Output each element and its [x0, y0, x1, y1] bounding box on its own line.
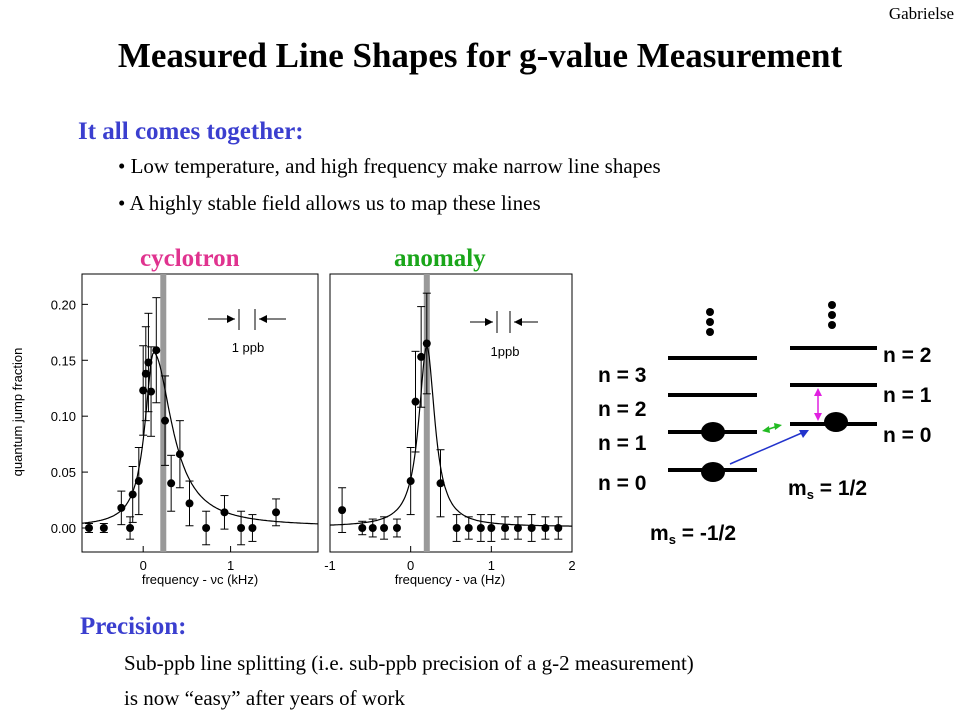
electron-marker: [701, 462, 725, 482]
data-point: [152, 346, 161, 355]
level-label: n = 0: [883, 424, 931, 447]
x-tick-label: 2: [568, 558, 575, 573]
bullet-item: • Low temperature, and high frequency ma…: [118, 154, 661, 178]
data-point: [117, 503, 126, 512]
level-label: n = 0: [598, 472, 646, 495]
data-point: [144, 358, 153, 367]
y-tick-label: 0.05: [51, 465, 76, 480]
x-tick-label: 1: [488, 558, 495, 573]
data-point: [487, 524, 496, 532]
y-axis-label: quantum jump fraction: [10, 348, 25, 477]
bullet-item: • A highly stable field allows us to map…: [118, 191, 541, 215]
fit-curve: [329, 344, 572, 527]
line-shape-plots: quantum jump fraction frequency - νc (kH…: [10, 273, 576, 587]
scale-label: 1ppb: [491, 344, 520, 359]
magenta-arrow: [814, 388, 822, 421]
page-title: Measured Line Shapes for g-value Measure…: [117, 36, 843, 75]
data-point: [417, 352, 426, 361]
x-tick-label: 0: [140, 558, 147, 573]
data-point: [147, 387, 156, 396]
center-marker: [423, 274, 430, 552]
electron-marker: [701, 422, 725, 442]
x-tick-label: 0: [407, 558, 414, 573]
data-point: [220, 508, 229, 517]
data-point: [167, 479, 176, 488]
spin-label-left: ms = -1/2: [650, 522, 736, 547]
right-dots: [828, 301, 836, 329]
anomaly-label: anomaly: [394, 245, 486, 272]
energy-level-diagram: n = 3 n = 2 n = 1 n = 0 n = 2 n = 1 n = …: [598, 301, 932, 547]
x-axis-label: frequency - νc (kHz): [142, 572, 258, 587]
data-point: [338, 506, 347, 515]
data-point: [248, 524, 257, 532]
plot-frame: [329, 273, 573, 553]
data-point: [554, 524, 563, 532]
spin-label-right: ms = 1/2: [788, 477, 867, 502]
data-point: [237, 524, 246, 532]
level-label: n = 1: [883, 384, 932, 407]
y-tick-label: 0.10: [51, 409, 76, 424]
data-point: [202, 524, 211, 532]
y-tick-label: 0.15: [51, 353, 76, 368]
data-point: [436, 479, 445, 488]
plot-frame: [81, 273, 319, 553]
fit-curve: [81, 351, 319, 525]
precision-text: is now “easy” after years of work: [124, 686, 406, 710]
level-label: n = 2: [598, 398, 646, 421]
data-point: [527, 524, 536, 532]
level-label: n = 1: [598, 432, 647, 455]
data-point: [406, 477, 415, 486]
data-point: [99, 524, 108, 532]
x-axis-label: frequency - νa (Hz): [395, 572, 506, 587]
data-point: [392, 524, 401, 532]
data-point: [272, 508, 281, 517]
data-point: [134, 477, 143, 486]
scale-label: 1 ppb: [232, 340, 265, 355]
left-dots: [706, 308, 714, 336]
data-point: [128, 490, 137, 499]
together-heading: It all comes together:: [78, 118, 304, 145]
data-point: [368, 524, 377, 532]
scale-bar: 1ppb: [470, 311, 538, 359]
scale-bar: 1 ppb: [208, 309, 286, 355]
level-label: n = 3: [598, 364, 646, 387]
data-point: [84, 524, 93, 532]
data-point: [411, 397, 420, 406]
data-point: [141, 369, 150, 378]
green-arrow: [762, 423, 782, 433]
center-marker: [160, 274, 167, 552]
blue-arrow: [729, 430, 809, 465]
data-point: [358, 524, 367, 532]
data-point: [185, 499, 194, 508]
electron-marker: [824, 412, 848, 432]
data-point: [422, 339, 431, 348]
data-point: [513, 524, 522, 532]
data-point: [452, 524, 461, 532]
x-tick-label: -1: [324, 558, 336, 573]
author-label: Gabrielse: [888, 4, 954, 23]
data-point: [464, 524, 473, 532]
data-point: [380, 524, 389, 532]
data-point: [139, 386, 148, 395]
data-point: [501, 524, 510, 532]
data-point: [476, 524, 485, 532]
level-label: n = 2: [883, 344, 931, 367]
precision-heading: Precision:: [80, 613, 187, 640]
y-tick-label: 0.20: [51, 297, 76, 312]
anomaly-plot: frequency - νa (Hz) 1ppb -1 0 1 2: [324, 273, 576, 587]
data-point: [541, 524, 550, 532]
data-point: [126, 524, 135, 532]
cyclotron-label: cyclotron: [140, 245, 240, 272]
x-tick-label: 1: [227, 558, 234, 573]
cyclotron-plot: quantum jump fraction frequency - νc (kH…: [10, 273, 319, 587]
data-point: [175, 450, 184, 459]
precision-text: Sub-ppb line splitting (i.e. sub-ppb pre…: [124, 651, 694, 675]
y-tick-label: 0.00: [51, 521, 76, 536]
data-point: [161, 416, 170, 425]
